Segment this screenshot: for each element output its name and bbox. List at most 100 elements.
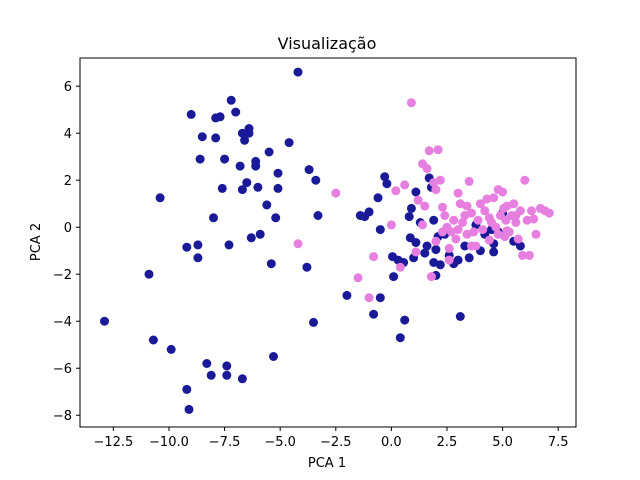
- scatter-point: [251, 161, 261, 171]
- scatter-point: [482, 194, 492, 204]
- scatter-point: [193, 240, 203, 250]
- y-tick-label: 4: [64, 127, 72, 142]
- scatter-point: [148, 335, 158, 345]
- scatter-point: [193, 253, 203, 263]
- scatter-point: [431, 245, 441, 255]
- scatter-point: [420, 201, 430, 211]
- scatter-point: [382, 179, 392, 189]
- scatter-point: [231, 107, 241, 117]
- scatter-point: [527, 206, 536, 216]
- scatter-point: [284, 138, 294, 148]
- scatter-point: [422, 241, 432, 251]
- scatter-point: [440, 211, 450, 220]
- x-axis-ticks: −12.5 −10.0 −7.5 −5.0 −2.5 0.0 2.5 5.0 7.5: [93, 427, 569, 450]
- scatter-point: [237, 128, 247, 138]
- scatter-point: [418, 220, 427, 230]
- x-tick-label: −12.5: [93, 435, 133, 450]
- scatter-point: [484, 213, 494, 223]
- scatter-point: [224, 240, 234, 250]
- scatter-point: [520, 175, 530, 185]
- y-axis-label: PCA 2: [29, 223, 44, 261]
- scatter-point: [369, 309, 379, 319]
- scatter-point: [429, 215, 439, 225]
- scatter-point: [235, 161, 245, 171]
- scatter-point: [406, 203, 416, 213]
- scatter-point: [435, 175, 445, 185]
- scatter-point: [273, 183, 283, 193]
- scatter-point: [202, 359, 212, 368]
- scatter-point: [226, 95, 236, 105]
- scatter-point: [518, 250, 528, 260]
- y-tick-label: −4: [53, 315, 72, 330]
- scatter-point: [438, 227, 447, 237]
- scatter-point: [369, 252, 379, 262]
- scatter-point: [271, 213, 281, 223]
- plot-frame: [79, 57, 577, 428]
- scatter-point: [469, 227, 479, 237]
- scatter-point: [420, 248, 430, 258]
- scatter-point: [404, 212, 414, 222]
- scatter-point: [431, 236, 441, 246]
- scatter-point: [529, 214, 539, 224]
- scatter-point: [293, 239, 303, 249]
- scatter-point: [467, 241, 476, 251]
- scatter-point: [431, 185, 441, 195]
- scatter-point: [389, 272, 399, 282]
- scatter-point: [313, 211, 323, 220]
- scatter-point: [460, 241, 470, 251]
- scatter-point: [217, 183, 227, 193]
- scatter-point: [531, 229, 541, 239]
- scatter-point: [491, 222, 501, 232]
- scatter-point: [244, 124, 254, 133]
- scatter-point: [473, 215, 483, 225]
- scatter-point: [155, 193, 165, 203]
- scatter-point: [215, 112, 225, 122]
- scatter-point: [426, 272, 436, 282]
- scatter-point: [100, 316, 109, 326]
- scatter-point: [253, 182, 263, 192]
- scatter-point: [413, 195, 423, 205]
- scatter-point: [395, 333, 405, 343]
- y-tick-label: 0: [64, 221, 72, 236]
- x-tick-label: 0.0: [381, 435, 402, 450]
- scatter-point: [453, 225, 463, 235]
- scatter-point: [380, 172, 390, 182]
- scatter-point: [464, 253, 474, 263]
- scatter-point: [524, 250, 534, 260]
- scatter-point: [453, 188, 463, 198]
- scatter-point: [467, 208, 476, 218]
- x-tick-label: 7.5: [548, 435, 569, 450]
- scatter-point: [453, 255, 463, 265]
- scatter-point: [444, 255, 454, 265]
- scatter-point: [455, 312, 465, 321]
- y-tick-label: −8: [53, 409, 72, 424]
- scatter-point: [222, 370, 232, 380]
- scatter-point: [464, 176, 474, 186]
- scatter-point: [144, 269, 154, 279]
- scatter-point: [220, 154, 230, 164]
- scatter-point: [206, 370, 216, 380]
- scatter-point: [511, 211, 521, 220]
- scatter-point: [240, 135, 250, 145]
- scatter-point: [182, 242, 192, 252]
- scatter-point: [544, 208, 554, 218]
- scatter-point: [273, 168, 283, 178]
- scatter-point: [395, 262, 405, 272]
- y-tick-label: −2: [53, 268, 72, 283]
- scatter-point: [375, 293, 385, 303]
- scatter-point: [353, 273, 363, 283]
- scatter-point: [209, 213, 218, 223]
- scatter-point: [391, 186, 401, 196]
- scatter-point: [166, 344, 176, 354]
- scatter-point: [264, 147, 274, 157]
- scatter-point: [211, 133, 221, 143]
- scatter-point: [184, 404, 194, 414]
- x-tick-label: −7.5: [209, 435, 241, 450]
- scatter-point: [433, 145, 443, 155]
- scatter-point: [182, 384, 192, 394]
- scatter-point: [255, 229, 265, 239]
- scatter-point: [493, 185, 503, 195]
- scatter-point: [478, 225, 488, 235]
- y-tick-label: 6: [64, 80, 72, 95]
- scatter-point: [311, 175, 321, 185]
